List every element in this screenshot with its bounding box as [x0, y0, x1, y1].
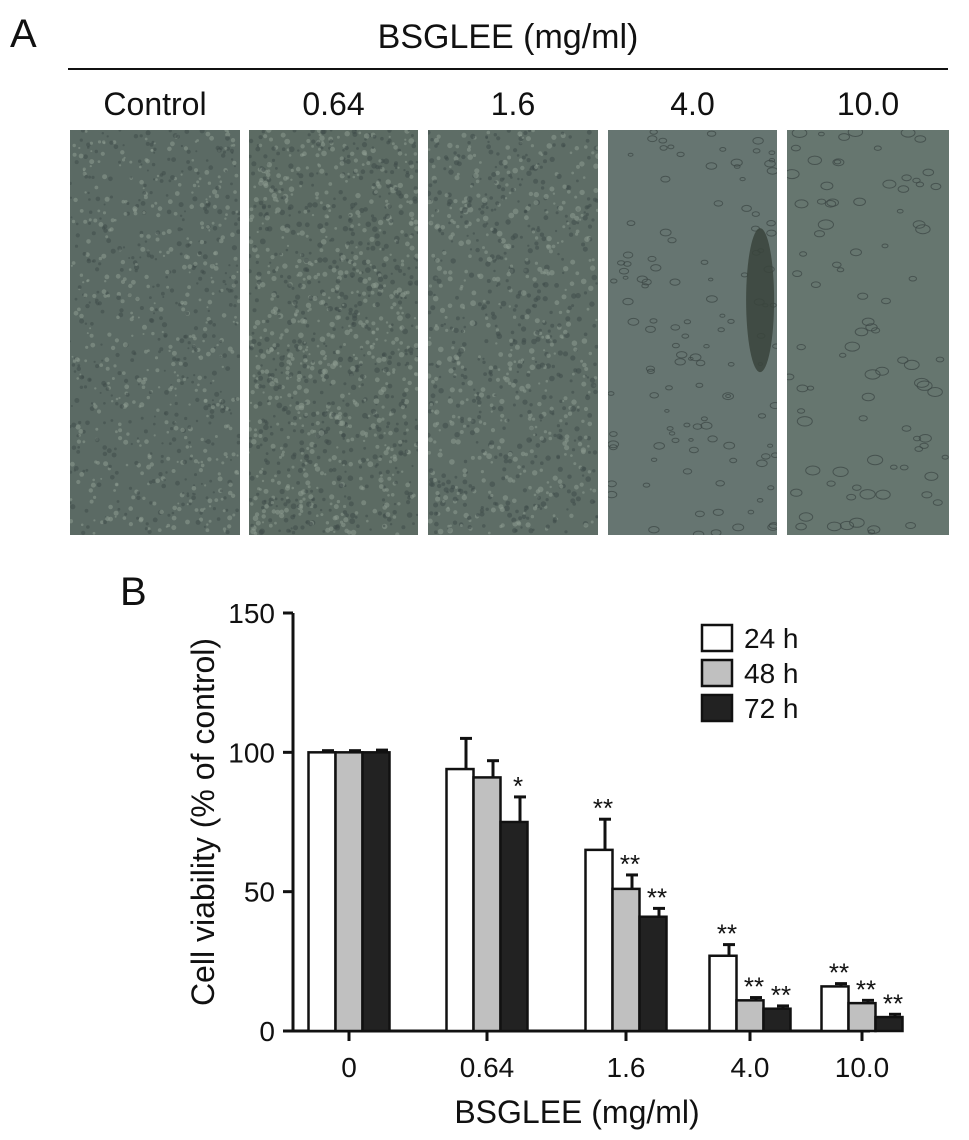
significance-label: **: [771, 980, 791, 1010]
legend-swatch: [700, 693, 734, 723]
bar: [762, 1007, 792, 1033]
x-tick-label: 1.6: [607, 1052, 646, 1083]
bar: [847, 1001, 877, 1033]
x-tick-label: 0.64: [460, 1052, 515, 1083]
legend-label: 24 h: [744, 623, 799, 654]
bar: [499, 820, 529, 1033]
column-label: 4.0: [670, 86, 715, 122]
bar: [611, 887, 641, 1033]
significance-label: *: [513, 771, 523, 801]
legend-swatch: [700, 658, 734, 688]
bar: [307, 751, 337, 1033]
bar: [445, 767, 475, 1033]
bar: [820, 985, 850, 1033]
column-label: 1.6: [490, 86, 536, 122]
significance-label: **: [829, 958, 849, 988]
bar: [334, 751, 364, 1033]
panel-b-letter: B: [120, 570, 147, 614]
x-tick-label: 10.0: [835, 1052, 890, 1083]
significance-label: **: [620, 849, 640, 879]
legend-label: 72 h: [744, 693, 799, 724]
significance-label: **: [647, 882, 667, 912]
significance-label: **: [856, 974, 876, 1004]
significance-label: **: [744, 972, 764, 1002]
column-label: Control: [103, 86, 207, 122]
legend-swatch: [700, 623, 734, 653]
y-axis-label: Cell viability (% of control): [185, 638, 221, 1006]
significance-label: **: [717, 919, 737, 949]
micrograph-control: [70, 130, 240, 535]
x-tick-label: 4.0: [731, 1052, 770, 1083]
bar: [638, 915, 668, 1033]
significance-label: **: [593, 793, 613, 823]
y-tick-label: 0: [259, 1016, 275, 1047]
bar: [584, 848, 614, 1033]
significance-label: **: [883, 988, 903, 1018]
bar: [735, 999, 765, 1033]
y-tick-label: 150: [228, 598, 275, 629]
micrograph-10-0: [787, 130, 949, 535]
x-axis-label: BSGLEE (mg/ml): [454, 1094, 699, 1130]
panel-a-letter: A: [10, 12, 37, 56]
y-tick-label: 50: [244, 877, 275, 908]
header-rule: [68, 68, 948, 70]
x-tick-label: 0: [341, 1052, 357, 1083]
micrograph-0-64: [249, 130, 418, 535]
legend-label: 48 h: [744, 658, 799, 689]
y-tick-label: 100: [228, 737, 275, 768]
micrograph-1-6: [428, 130, 598, 535]
bar: [472, 776, 502, 1033]
panel-a-header: BSGLEE (mg/ml): [377, 18, 639, 56]
micrograph-4-0: [608, 130, 777, 535]
bar: [361, 751, 391, 1033]
column-label: 10.0: [836, 86, 900, 122]
bar: [874, 1015, 904, 1033]
column-label: 0.64: [302, 86, 365, 122]
bar: [708, 954, 738, 1033]
